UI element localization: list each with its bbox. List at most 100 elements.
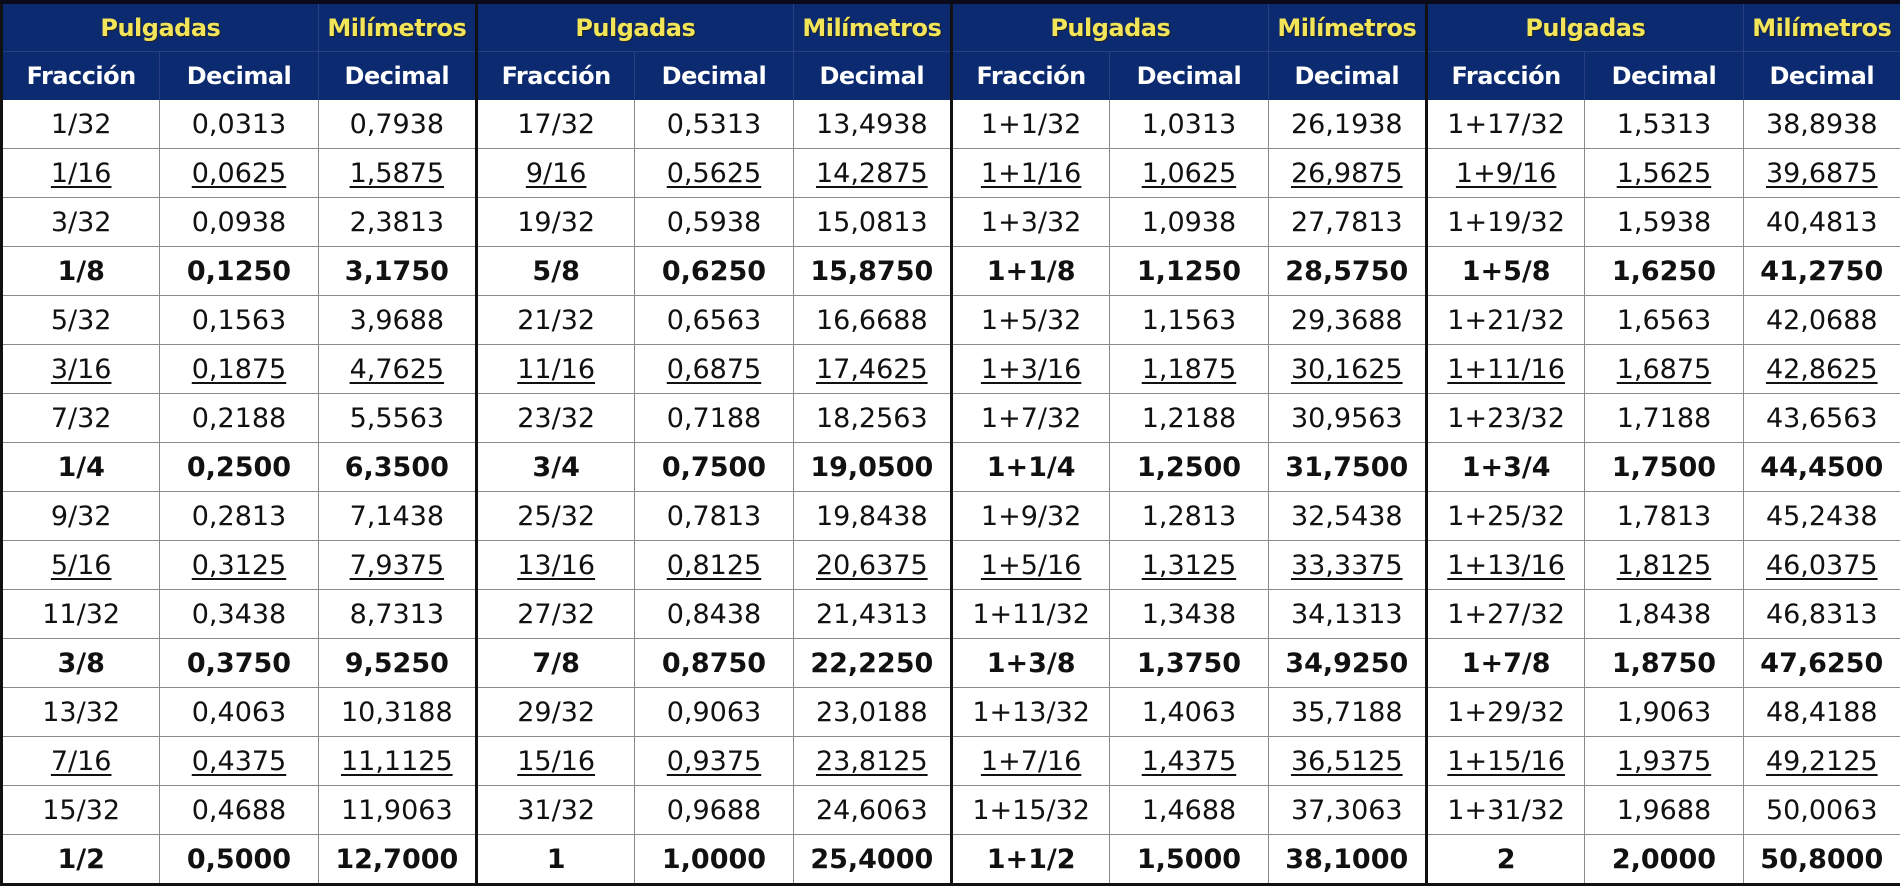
decimal-inch-cell: 0,4063 — [159, 687, 319, 737]
millimeter-cell: 8,7313 — [317, 589, 477, 639]
millimeter-cell: 6,3500 — [317, 442, 477, 492]
cell-value: 1+3/4 — [1461, 451, 1551, 483]
cell-value: 12,7000 — [335, 843, 459, 875]
cell-value: 1+15/32 — [972, 794, 1090, 826]
cell-value: 1,9688 — [1616, 794, 1712, 826]
column-header-decimal-in: Decimal — [1109, 51, 1269, 100]
fraction-cell: 1+7/32 — [949, 393, 1110, 443]
decimal-inch-cell: 1,5000 — [1109, 834, 1269, 885]
column-header-fraction: Fracción — [474, 51, 635, 100]
cell-value: 7,9375 — [349, 549, 445, 581]
cell-value: 1,8438 — [1616, 598, 1712, 630]
millimeter-cell: 0,7938 — [317, 100, 477, 149]
millimeter-cell: 28,5750 — [1267, 246, 1427, 296]
millimeter-cell: 39,6875 — [1742, 148, 1900, 198]
decimal-inch-cell: 1,9063 — [1584, 687, 1744, 737]
cell-value: 27/32 — [517, 598, 596, 630]
cell-value: 32,5438 — [1290, 500, 1403, 532]
group-header-inches: Pulgadas — [474, 2, 794, 52]
fraction-cell: 1+27/32 — [1424, 589, 1585, 639]
millimeter-cell: 30,1625 — [1267, 344, 1427, 394]
decimal-inch-cell: 1,5313 — [1584, 100, 1744, 149]
millimeter-cell: 42,0688 — [1742, 295, 1900, 345]
column-header-decimal-in: Decimal — [634, 51, 794, 100]
decimal-inch-cell: 0,8125 — [634, 540, 794, 590]
cell-value: 46,0375 — [1765, 549, 1878, 581]
decimal-inch-cell: 1,5625 — [1584, 148, 1744, 198]
cell-value: 1+5/8 — [1461, 255, 1551, 287]
cell-value: 21,4313 — [815, 598, 928, 630]
table-row: 13/32 0,4063 10,3188 29/32 0,9063 23,0188 1+13… — [0, 687, 1900, 737]
cell-value: 0,3750 — [186, 647, 292, 679]
cell-value: 1+27/32 — [1447, 598, 1565, 630]
millimeter-cell: 15,8750 — [792, 246, 952, 296]
cell-value: 31/32 — [517, 794, 596, 826]
millimeter-cell: 13,4938 — [792, 100, 952, 149]
cell-value: 0,6250 — [661, 255, 767, 287]
millimeter-cell: 1,5875 — [317, 148, 477, 198]
cell-value: 24,6063 — [815, 794, 928, 826]
cell-value: 13,4938 — [815, 108, 928, 140]
cell-value: 17,4625 — [815, 353, 928, 385]
cell-value: 43,6563 — [1765, 402, 1878, 434]
table-row: 5/16 0,3125 7,9375 13/16 0,8125 20,6375 1+5/16… — [0, 540, 1900, 590]
cell-value: 35,7188 — [1290, 696, 1403, 728]
fraction-cell: 11/32 — [0, 589, 160, 639]
column-header-decimal-mm: Decimal — [1267, 51, 1427, 100]
millimeter-cell: 23,0188 — [792, 687, 952, 737]
cell-value: 47,6250 — [1760, 647, 1884, 679]
group-header-millimeters: Milímetros — [792, 2, 952, 52]
decimal-inch-cell: 0,5000 — [159, 834, 319, 885]
cell-value: 1,0313 — [1141, 108, 1237, 140]
decimal-inch-cell: 1,4375 — [1109, 736, 1269, 786]
cell-value: 7/32 — [50, 402, 112, 434]
cell-value: 1+23/32 — [1447, 402, 1565, 434]
cell-value: 15,0813 — [815, 206, 928, 238]
cell-value: 11/16 — [517, 353, 596, 385]
cell-value: 1+3/16 — [980, 353, 1082, 385]
cell-value: 3/32 — [50, 206, 112, 238]
cell-value: 3,1750 — [344, 255, 449, 287]
cell-value: 29/32 — [517, 696, 596, 728]
cell-value: 1/16 — [50, 157, 112, 189]
decimal-inch-cell: 1,7813 — [1584, 491, 1744, 541]
fraction-cell: 1+5/16 — [949, 540, 1110, 590]
decimal-inch-cell: 1,2188 — [1109, 393, 1269, 443]
cell-value: 1+9/32 — [980, 500, 1082, 532]
millimeter-cell: 10,3188 — [317, 687, 477, 737]
millimeter-cell: 38,1000 — [1267, 834, 1427, 885]
cell-value: 1,7500 — [1611, 451, 1717, 483]
cell-value: 9,5250 — [344, 647, 449, 679]
decimal-inch-cell: 1,2813 — [1109, 491, 1269, 541]
cell-value: 14,2875 — [815, 157, 928, 189]
cell-value: 11/32 — [42, 598, 121, 630]
fraction-cell: 11/16 — [474, 344, 635, 394]
cell-value: 1,2188 — [1141, 402, 1237, 434]
decimal-inch-cell: 0,1563 — [159, 295, 319, 345]
cell-value: 1,0938 — [1141, 206, 1237, 238]
cell-value: 1+7/32 — [980, 402, 1082, 434]
cell-value: 0,0625 — [191, 157, 287, 189]
decimal-inch-cell: 1,6250 — [1584, 246, 1744, 296]
decimal-inch-cell: 0,5625 — [634, 148, 794, 198]
cell-value: 40,4813 — [1765, 206, 1878, 238]
cell-value: 21/32 — [517, 304, 596, 336]
millimeter-cell: 25,4000 — [792, 834, 952, 885]
cell-value: 20,6375 — [815, 549, 928, 581]
fraction-cell: 1+9/16 — [1424, 148, 1585, 198]
cell-value: 1,8750 — [1611, 647, 1717, 679]
cell-value: 25,4000 — [810, 843, 934, 875]
millimeter-cell: 43,6563 — [1742, 393, 1900, 443]
cell-value: 1+1/16 — [980, 157, 1082, 189]
cell-value: 0,1563 — [191, 304, 287, 336]
cell-value: 1,7188 — [1616, 402, 1712, 434]
cell-value: 19/32 — [517, 206, 596, 238]
table-row: 1/32 0,0313 0,7938 17/32 0,5313 13,4938 1+1/32… — [0, 100, 1900, 149]
cell-value: 0,7500 — [661, 451, 767, 483]
cell-value: 37,3063 — [1290, 794, 1403, 826]
cell-value: 42,0688 — [1765, 304, 1878, 336]
cell-value: 28,5750 — [1285, 255, 1409, 287]
cell-value: 1+5/16 — [980, 549, 1082, 581]
cell-value: 1/2 — [57, 843, 105, 875]
cell-value: 1/32 — [50, 108, 112, 140]
